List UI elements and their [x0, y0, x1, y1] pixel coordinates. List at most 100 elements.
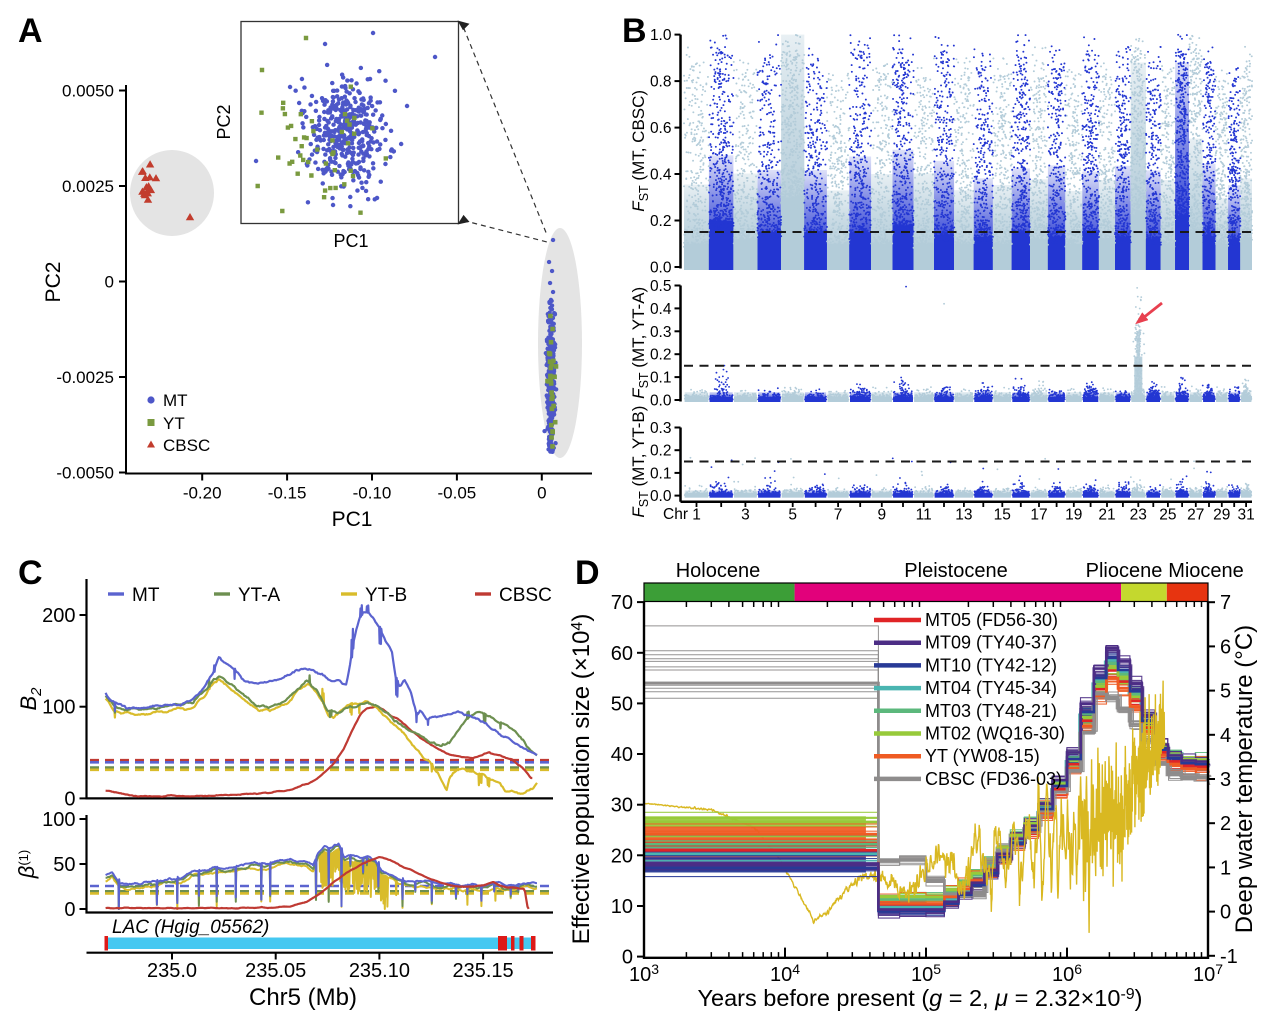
svg-text:11: 11 [916, 507, 932, 524]
svg-text:17: 17 [1030, 507, 1047, 524]
svg-text:MT02 (WQ16-30): MT02 (WQ16-30) [925, 724, 1065, 744]
svg-text:3: 3 [741, 507, 750, 524]
svg-text:Deep water temperature (°C): Deep water temperature (°C) [1231, 625, 1258, 933]
svg-text:-0.05: -0.05 [438, 484, 477, 503]
svg-text:0.4: 0.4 [650, 301, 672, 318]
svg-text:PC1: PC1 [332, 508, 373, 531]
svg-text:9: 9 [877, 507, 886, 524]
svg-text:Pliocene: Pliocene [1086, 560, 1163, 582]
svg-text:CBSC: CBSC [163, 436, 210, 455]
svg-text:21: 21 [1098, 507, 1115, 524]
svg-text:30: 30 [611, 795, 633, 817]
svg-text:3: 3 [1220, 769, 1231, 791]
svg-text:0.1: 0.1 [650, 465, 672, 482]
svg-text:-0.10: -0.10 [353, 484, 392, 503]
svg-text:PC2: PC2 [42, 262, 65, 303]
svg-text:1.0: 1.0 [650, 27, 672, 44]
svg-text:5: 5 [1220, 681, 1231, 703]
svg-text:27: 27 [1187, 507, 1204, 524]
svg-text:MT03 (TY48-21): MT03 (TY48-21) [925, 701, 1057, 721]
svg-text:0: 0 [1220, 902, 1231, 924]
svg-text:200: 200 [42, 605, 75, 627]
svg-text:104: 104 [770, 961, 800, 986]
svg-text:A: A [18, 12, 43, 50]
svg-text:Years before present (g = 2, μ: Years before present (g = 2, μ = 2.32×10… [698, 985, 1143, 1011]
svg-text:235.05: 235.05 [245, 960, 306, 982]
svg-text:FST (MT, YT-B): FST (MT, YT-B) [629, 406, 651, 518]
svg-text:MT: MT [132, 585, 160, 606]
svg-text:PC1: PC1 [333, 231, 368, 251]
svg-text:YT-B: YT-B [365, 585, 407, 606]
svg-text:0.2: 0.2 [650, 347, 672, 364]
svg-text:0.0: 0.0 [650, 393, 672, 410]
svg-text:50: 50 [53, 854, 75, 876]
svg-text:MT10 (TY42-12): MT10 (TY42-12) [925, 655, 1057, 675]
svg-text:7: 7 [834, 507, 843, 524]
svg-text:FST (MT, CBSC): FST (MT, CBSC) [629, 90, 651, 212]
svg-text:0.1: 0.1 [650, 370, 672, 387]
svg-text:B: B [622, 12, 647, 50]
svg-text:50: 50 [611, 693, 633, 715]
svg-text:235.10: 235.10 [349, 960, 410, 982]
svg-text:0: 0 [64, 899, 75, 921]
svg-text:YT-A: YT-A [238, 585, 281, 606]
svg-text:106: 106 [1052, 961, 1082, 986]
svg-text:-1: -1 [1220, 946, 1238, 968]
svg-text:0.4: 0.4 [650, 167, 672, 184]
svg-text:29: 29 [1213, 507, 1230, 524]
svg-text:FST (MT, YT-A): FST (MT, YT-A) [629, 287, 651, 399]
svg-text:1: 1 [692, 507, 701, 524]
svg-text:PC2: PC2 [214, 104, 234, 139]
svg-text:40: 40 [611, 744, 633, 766]
svg-text:Pleistocene: Pleistocene [904, 560, 1007, 582]
svg-text:2: 2 [1220, 813, 1231, 835]
svg-text:MT04 (TY45-34): MT04 (TY45-34) [925, 678, 1057, 698]
svg-text:0: 0 [537, 484, 546, 503]
svg-text:5: 5 [788, 507, 797, 524]
svg-text:Chr: Chr [663, 506, 688, 523]
svg-text:-0.15: -0.15 [268, 484, 307, 503]
svg-text:YT: YT [163, 414, 185, 433]
svg-text:235.0: 235.0 [147, 960, 197, 982]
svg-text:YT (YW08-15): YT (YW08-15) [925, 746, 1040, 766]
svg-text:Miocene: Miocene [1168, 560, 1244, 582]
svg-text:0.2: 0.2 [650, 443, 672, 460]
svg-text:CBSC (FD36-03): CBSC (FD36-03) [925, 769, 1062, 789]
svg-text:Holocene: Holocene [676, 560, 761, 582]
svg-text:23: 23 [1130, 507, 1147, 524]
svg-text:0.8: 0.8 [650, 74, 672, 91]
svg-text:1: 1 [1220, 857, 1231, 879]
svg-text:C: C [18, 554, 43, 592]
svg-text:6: 6 [1220, 636, 1231, 658]
svg-text:235.15: 235.15 [453, 960, 514, 982]
svg-text:-0.0050: -0.0050 [56, 464, 114, 483]
svg-text:CBSC: CBSC [499, 585, 552, 606]
svg-text:0.2: 0.2 [650, 213, 672, 230]
svg-text:20: 20 [611, 845, 633, 867]
svg-text:0: 0 [64, 788, 75, 810]
svg-text:LAC (Hgig_05562): LAC (Hgig_05562) [112, 917, 269, 938]
svg-text:0.0: 0.0 [650, 260, 672, 277]
svg-text:100: 100 [42, 809, 75, 831]
svg-text:25: 25 [1159, 507, 1176, 524]
svg-text:4: 4 [1220, 725, 1231, 747]
svg-text:13: 13 [955, 507, 972, 524]
svg-text:-0.20: -0.20 [183, 484, 222, 503]
svg-text:0: 0 [105, 273, 114, 292]
svg-text:10: 10 [611, 896, 633, 918]
svg-text:70: 70 [611, 592, 633, 614]
svg-text:7: 7 [1220, 592, 1231, 614]
svg-text:-0.0025: -0.0025 [56, 368, 114, 387]
svg-text:MT: MT [163, 391, 188, 410]
svg-text:31: 31 [1237, 507, 1254, 524]
svg-text:100: 100 [42, 697, 75, 719]
svg-text:0.5: 0.5 [650, 278, 672, 295]
svg-text:19: 19 [1065, 507, 1082, 524]
svg-text:0: 0 [622, 947, 633, 969]
svg-text:Chr5 (Mb): Chr5 (Mb) [249, 984, 357, 1011]
svg-text:MT05 (FD56-30): MT05 (FD56-30) [925, 610, 1058, 630]
svg-text:0.0050: 0.0050 [62, 82, 114, 101]
svg-text:0.0: 0.0 [650, 488, 672, 505]
svg-text:0.3: 0.3 [650, 324, 672, 341]
svg-text:Effective population size (×10: Effective population size (×104) [568, 614, 595, 945]
